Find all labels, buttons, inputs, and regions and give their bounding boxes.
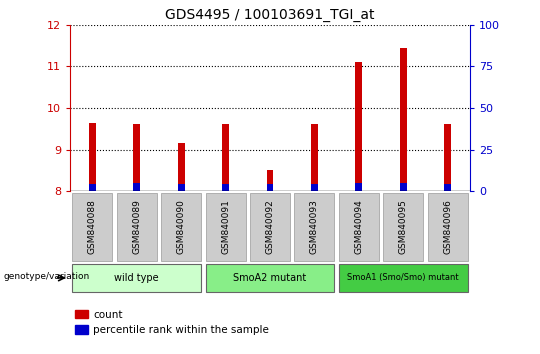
Bar [311,124,318,191]
Bar [267,170,273,191]
Bar [444,124,451,191]
FancyBboxPatch shape [250,193,290,261]
Title: GDS4495 / 100103691_TGI_at: GDS4495 / 100103691_TGI_at [165,8,375,22]
Text: GSM840092: GSM840092 [266,199,274,254]
Bar [89,122,96,191]
FancyBboxPatch shape [206,193,246,261]
Bar [355,183,362,191]
Bar [267,184,273,191]
Text: GSM840089: GSM840089 [132,199,141,254]
FancyBboxPatch shape [117,193,157,261]
Text: GSM840093: GSM840093 [310,199,319,254]
FancyBboxPatch shape [294,193,334,261]
Bar [89,184,96,191]
FancyBboxPatch shape [428,193,468,261]
Text: genotype/variation: genotype/variation [4,272,90,281]
Bar [400,183,407,191]
FancyBboxPatch shape [72,263,201,292]
Text: GSM840095: GSM840095 [399,199,408,254]
Bar [444,184,451,191]
Bar [178,143,185,191]
FancyBboxPatch shape [206,263,334,292]
Bar [133,124,140,191]
FancyBboxPatch shape [161,193,201,261]
Text: SmoA1 (Smo/Smo) mutant: SmoA1 (Smo/Smo) mutant [347,273,459,282]
Text: GSM840090: GSM840090 [177,199,186,254]
Bar [178,184,185,191]
Bar [222,124,229,191]
Bar [400,48,407,191]
Bar [355,62,362,191]
Text: GSM840096: GSM840096 [443,199,452,254]
FancyBboxPatch shape [339,263,468,292]
Bar [311,184,318,191]
Text: wild type: wild type [114,273,159,283]
FancyBboxPatch shape [72,193,112,261]
Text: GSM840094: GSM840094 [354,199,363,254]
Bar [222,184,229,191]
Text: GSM840088: GSM840088 [88,199,97,254]
Legend: count, percentile rank within the sample: count, percentile rank within the sample [76,310,269,335]
Text: SmoA2 mutant: SmoA2 mutant [233,273,307,283]
FancyBboxPatch shape [339,193,379,261]
Text: GSM840091: GSM840091 [221,199,230,254]
Bar [133,183,140,191]
FancyBboxPatch shape [383,193,423,261]
